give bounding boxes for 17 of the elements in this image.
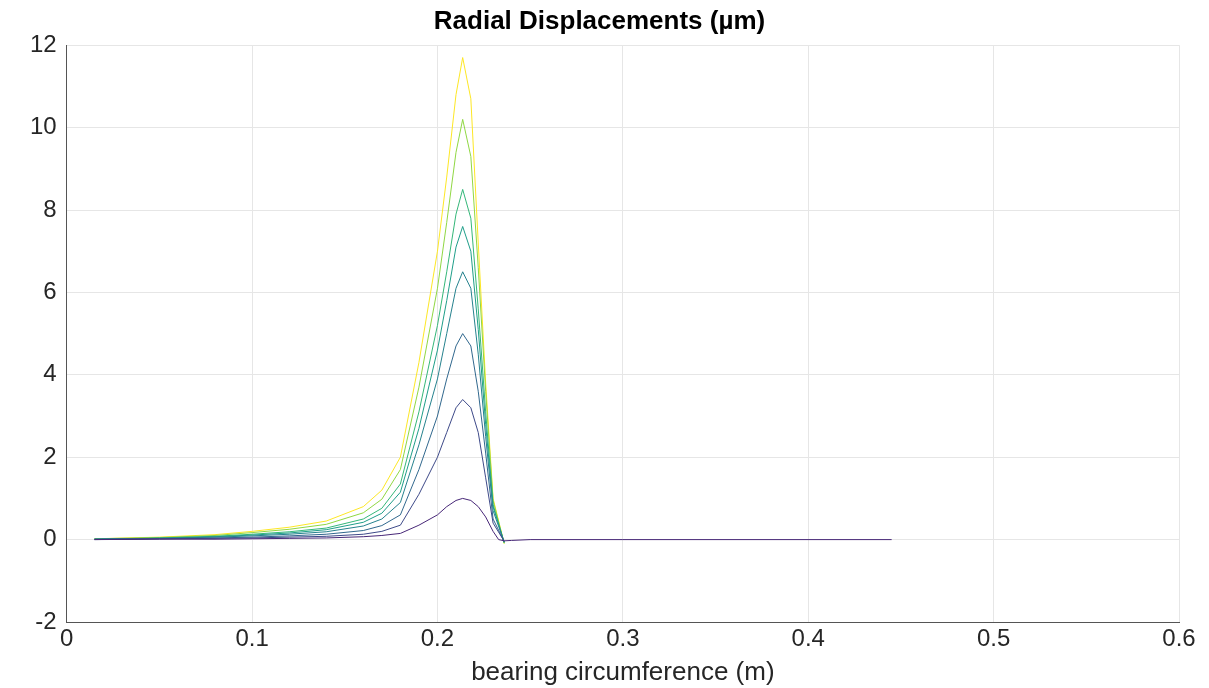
chart-title: Radial Displacements (µm) xyxy=(433,4,766,35)
x-axis-title: bearing circumference (m) xyxy=(471,655,775,686)
x-tick-label: 0.3 xyxy=(606,624,640,652)
y-tick-label: 4 xyxy=(43,359,57,387)
y-tick-label: -2 xyxy=(35,606,57,634)
y-tick-label: 10 xyxy=(29,112,57,140)
x-tick-label: 0.4 xyxy=(791,624,825,652)
y-tick-label: 0 xyxy=(43,524,57,552)
y-tick-label: 6 xyxy=(43,277,57,305)
x-tick-label: 0 xyxy=(60,624,74,652)
x-tick-label: 0.5 xyxy=(976,624,1011,652)
y-tick-label: 2 xyxy=(43,441,57,469)
y-tick-label: 12 xyxy=(29,29,57,57)
x-tick-label: 0.1 xyxy=(235,624,269,652)
y-tick-label: 8 xyxy=(43,194,57,222)
x-tick-label: 0.2 xyxy=(420,624,455,652)
x-tick-label: 0.6 xyxy=(1162,624,1196,652)
